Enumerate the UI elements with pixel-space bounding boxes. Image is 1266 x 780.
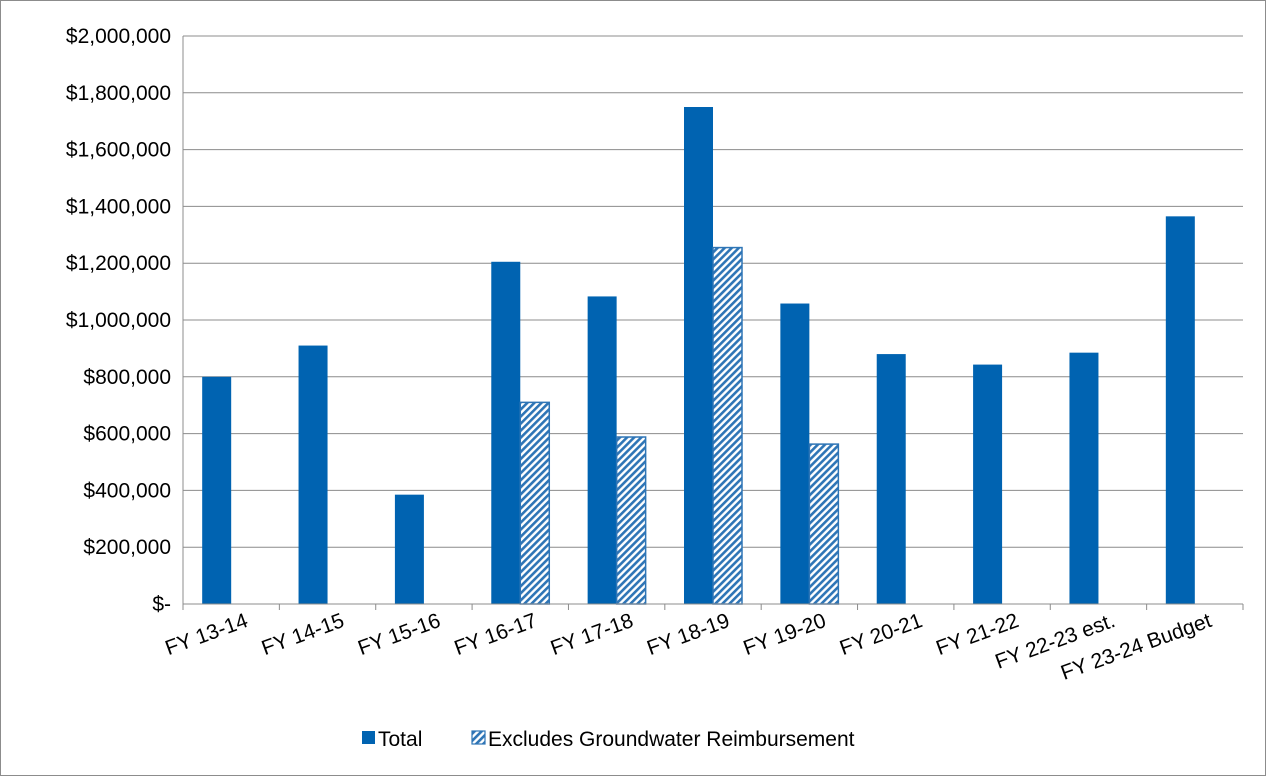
- bar-total: [394, 494, 424, 604]
- x-tick-label: FY 17-18: [548, 609, 637, 660]
- bar-excludes-groundwater: [712, 246, 743, 605]
- bar-total: [298, 345, 328, 604]
- bar-excludes-groundwater: [615, 436, 647, 605]
- bar-total: [780, 303, 810, 604]
- legend-swatch: [362, 731, 375, 744]
- y-tick-label: $200,000: [83, 536, 171, 559]
- bars: [202, 107, 1195, 605]
- y-tick-label: $600,000: [83, 423, 171, 446]
- y-tick-label: $400,000: [83, 479, 171, 502]
- y-tick-label: $1,200,000: [66, 252, 171, 275]
- x-tick-label: FY 20-21: [837, 609, 926, 660]
- y-tick-label: $800,000: [83, 366, 171, 389]
- y-axis-tick-labels: $- $200,000 $400,000 $600,000 $800,000 $1,000…: [66, 25, 171, 616]
- bar-total: [684, 107, 713, 604]
- x-tick-label: FY 18-19: [644, 609, 733, 660]
- x-tick-label: FY 13-14: [162, 609, 251, 660]
- bar-total: [587, 296, 617, 604]
- y-tick-label: $2,000,000: [66, 25, 171, 48]
- y-tick-label: $1,600,000: [66, 139, 171, 162]
- legend-swatch: [471, 730, 486, 745]
- x-axis-tick-labels: FY 13-14 FY 14-15 FY 15-16 FY 16-17 FY 17-18…: [162, 609, 1214, 685]
- y-tick-label: $1,400,000: [66, 195, 171, 218]
- legend-label: Excludes Groundwater Reimbursement: [488, 728, 855, 751]
- x-tick-label: FY 19-20: [740, 609, 829, 660]
- y-tick-label: $1,800,000: [66, 82, 171, 105]
- bar-excludes-groundwater: [519, 401, 551, 605]
- y-tick-label: $1,000,000: [66, 309, 171, 332]
- y-tick-label: $-: [152, 593, 171, 616]
- legend-label: Total: [378, 728, 422, 751]
- bar-total: [1069, 352, 1099, 604]
- bar-total: [876, 354, 906, 604]
- bar-total: [491, 261, 521, 604]
- bar-total: [1165, 216, 1195, 604]
- x-tick-label: FY 15-16: [355, 609, 444, 660]
- x-axis: [182, 36, 1244, 610]
- legend: Total Excludes Groundwater Reimbursement: [362, 728, 855, 751]
- bar-excludes-groundwater: [808, 443, 840, 605]
- bar-total: [973, 364, 1003, 604]
- x-tick-label: FY 16-17: [451, 609, 540, 660]
- x-tick-label: FY 14-15: [259, 609, 348, 660]
- bar-total: [202, 376, 232, 604]
